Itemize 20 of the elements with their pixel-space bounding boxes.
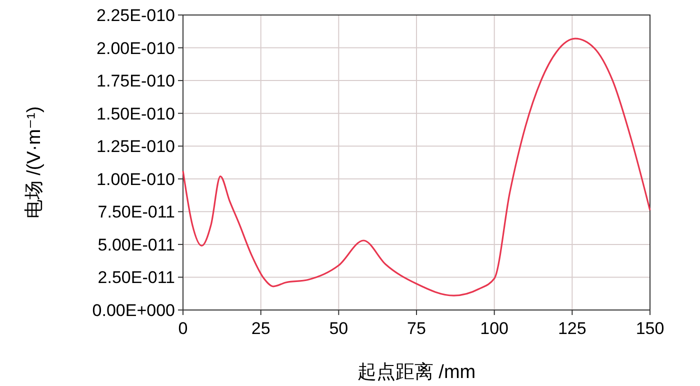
y-tick-label: 1.50E-010 [96,104,175,124]
x-tick-label: 150 [636,319,664,338]
y-tick-label: 0.00E+000 [92,301,175,320]
x-tick-label: 0 [178,319,188,338]
x-axis-title: 起点距离 /mm [357,361,476,383]
y-tick-label: 7.50E-011 [98,202,175,222]
x-tick-label: 100 [480,319,509,338]
x-tick-label: 50 [329,319,348,338]
y-tick-label: 2.00E-010 [96,38,175,58]
y-tick-label: 1.25E-010 [96,137,175,156]
y-tick-label: 5.00E-011 [98,235,175,254]
y-axis-title: 电场 /(V·m⁻¹) [24,106,45,219]
x-tick-label: 75 [407,319,426,338]
y-tick-label: 2.50E-011 [98,268,175,288]
y-tick-label: 2.25E-010 [96,6,175,25]
y-tick-label: 1.00E-010 [96,170,175,189]
y-tick-label: 1.75E-010 [96,72,175,91]
x-tick-label: 25 [251,319,270,338]
line-series [182,38,651,296]
x-tick-label: 125 [558,319,586,338]
